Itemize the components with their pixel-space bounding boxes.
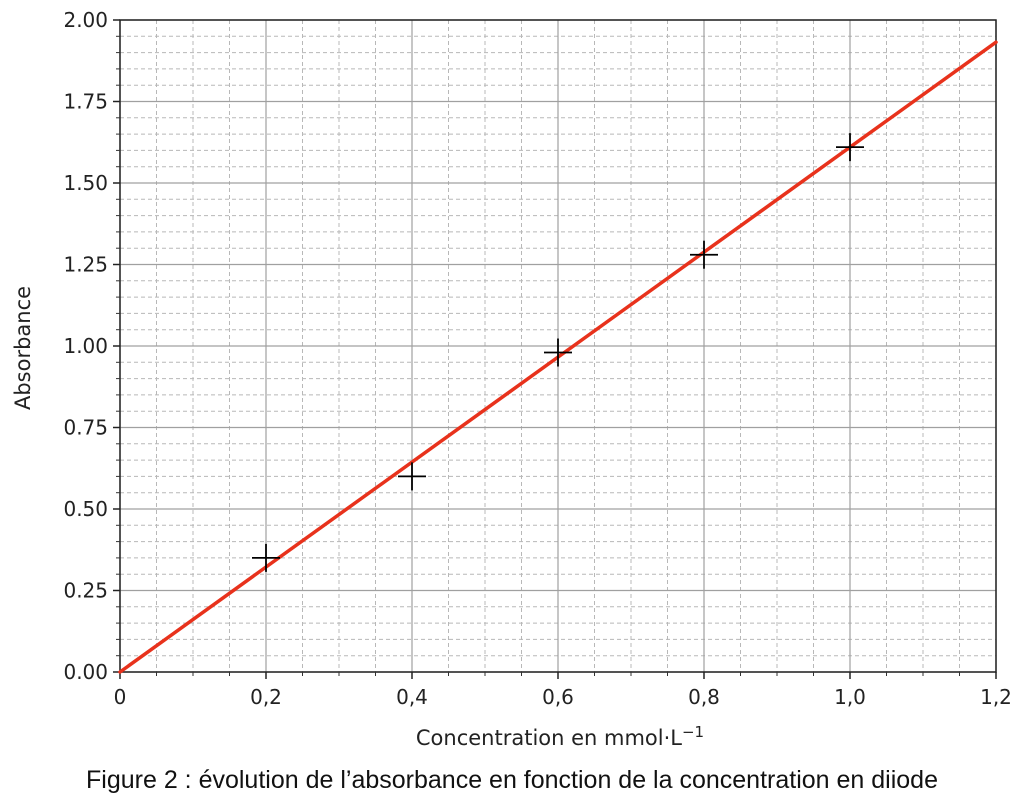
x-axis-label-main: Concentration en mmol·L	[416, 726, 682, 750]
y-tick-label: 0.00	[63, 660, 108, 684]
data-point	[544, 338, 572, 367]
y-tick-label: 0.75	[63, 416, 108, 440]
y-tick-label: 2.00	[63, 8, 108, 32]
absorbance-chart: 0 0,2 0,4 0,6 0,8 1,0 1,2 0.00 0.25 0.50 0.75 1.00…	[11, 8, 1012, 750]
y-tick-label: 0.50	[63, 497, 108, 521]
y-axis-ticks: 0.00 0.25 0.50 0.75 1.00 1.25 1.50 1.75 2.00	[63, 8, 120, 684]
x-tick-label: 1,0	[834, 685, 866, 709]
data-point	[252, 543, 280, 572]
y-tick-label: 1.75	[63, 90, 108, 114]
x-axis-label-exponent: −1	[682, 723, 704, 741]
x-tick-label: 0,8	[688, 685, 720, 709]
x-axis-ticks: 0 0,2 0,4 0,6 0,8 1,0 1,2	[114, 672, 1012, 709]
x-tick-label: 0,6	[542, 685, 574, 709]
data-point	[836, 133, 864, 162]
x-axis-label: Concentration en mmol·L−1	[416, 723, 704, 750]
x-tick-label: 0,2	[250, 685, 282, 709]
y-tick-label: 1.00	[63, 334, 108, 358]
y-axis-label: Absorbance	[11, 286, 35, 410]
x-tick-label: 0	[114, 685, 127, 709]
y-tick-label: 0.25	[63, 579, 108, 603]
data-point	[398, 462, 426, 491]
x-tick-label: 0,4	[396, 685, 428, 709]
data-points	[252, 133, 864, 572]
data-point	[690, 240, 718, 269]
y-tick-label: 1.25	[63, 253, 108, 277]
x-tick-label: 1,2	[980, 685, 1012, 709]
figure-caption: Figure 2 : évolution de l’absorbance en …	[86, 766, 938, 794]
y-tick-label: 1.50	[63, 171, 108, 195]
